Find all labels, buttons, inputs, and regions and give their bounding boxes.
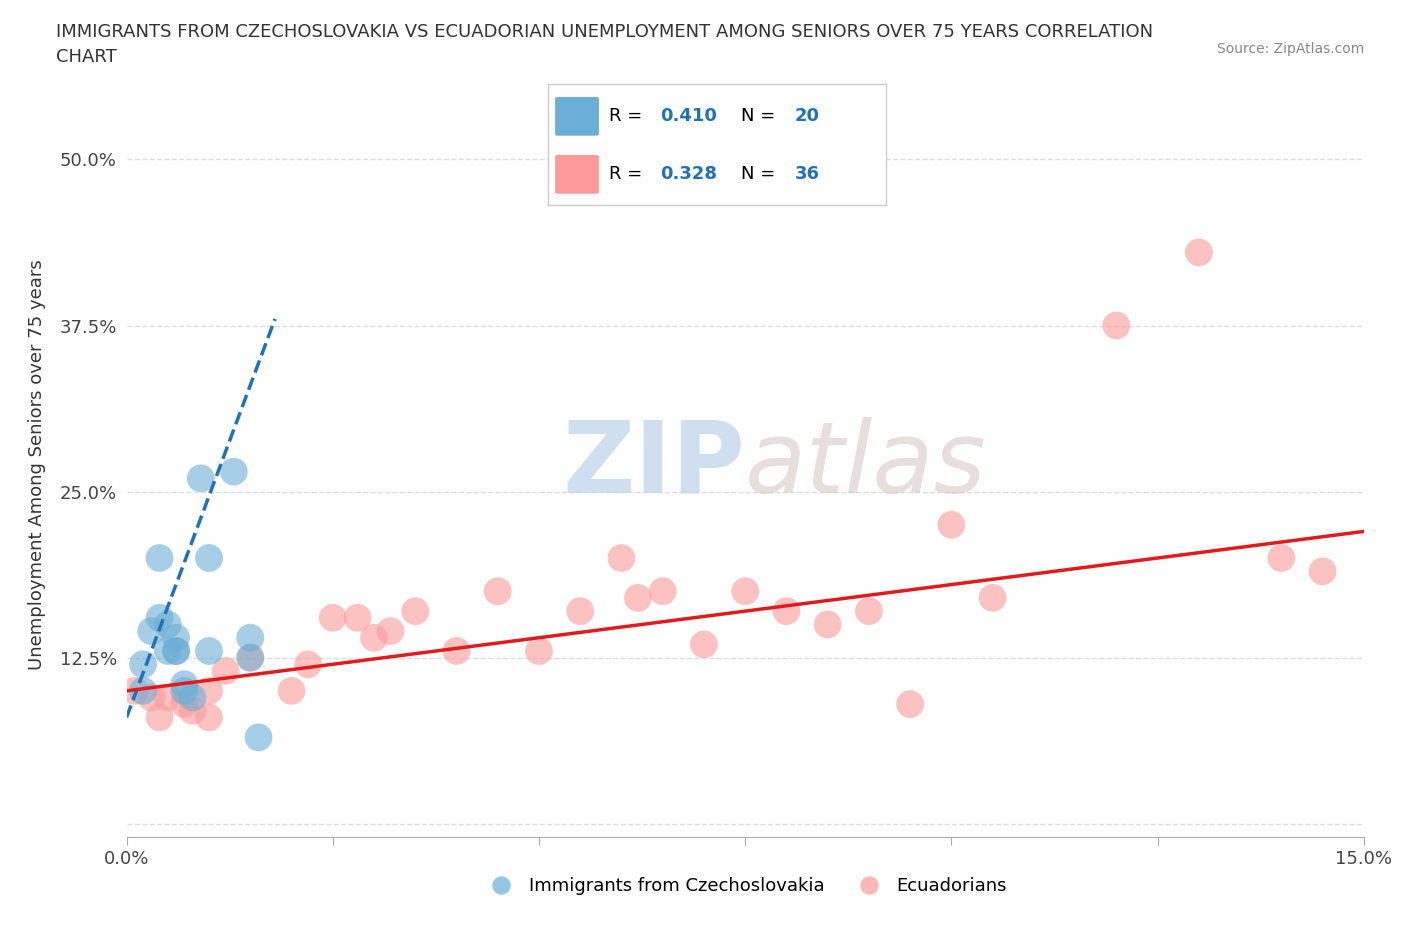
Point [363,631,385,645]
Point [181,703,204,718]
Point [346,610,368,625]
Point [198,710,221,724]
Text: atlas: atlas [745,417,987,513]
Point [734,584,756,599]
Point [486,584,509,599]
Point [156,690,179,705]
Point [1188,245,1211,259]
Text: 20: 20 [794,107,820,126]
Point [165,631,187,645]
Point [297,657,319,671]
Point [651,584,673,599]
Point [214,663,236,678]
Point [380,624,402,639]
Point [165,644,187,658]
Point [132,684,155,698]
Point [190,471,212,485]
Point [817,617,839,631]
Text: 0.410: 0.410 [659,107,717,126]
Point [198,551,221,565]
Point [941,517,963,532]
Text: R =: R = [609,166,648,183]
Text: CHART: CHART [56,48,117,66]
Point [198,644,221,658]
Point [124,684,146,698]
Point [173,684,195,698]
Point [1105,318,1128,333]
Point [858,604,880,618]
Text: N =: N = [741,107,780,126]
Text: N =: N = [741,166,780,183]
Text: 36: 36 [794,166,820,183]
Point [1270,551,1292,565]
Legend: Immigrants from Czechoslovakia, Ecuadorians: Immigrants from Czechoslovakia, Ecuadori… [477,870,1014,902]
Point [247,730,270,745]
Point [141,624,163,639]
Text: R =: R = [609,107,648,126]
Text: ZIP: ZIP [562,417,745,513]
Point [239,650,262,665]
Text: IMMIGRANTS FROM CZECHOSLOVAKIA VS ECUADORIAN UNEMPLOYMENT AMONG SENIORS OVER 75 : IMMIGRANTS FROM CZECHOSLOVAKIA VS ECUADO… [56,23,1153,41]
Point [322,610,344,625]
Point [610,551,633,565]
Point [198,684,221,698]
Point [141,690,163,705]
Point [404,604,426,618]
FancyBboxPatch shape [555,97,599,136]
Point [569,604,592,618]
Point [280,684,302,698]
Point [239,631,262,645]
Point [156,617,179,631]
Y-axis label: Unemployment Among Seniors over 75 years: Unemployment Among Seniors over 75 years [28,259,45,671]
Point [148,710,170,724]
Point [898,697,921,711]
Text: 0.328: 0.328 [659,166,717,183]
Point [148,610,170,625]
Point [239,650,262,665]
Point [173,677,195,692]
FancyBboxPatch shape [555,155,599,193]
Point [627,591,650,605]
Point [1312,564,1334,578]
Point [527,644,550,658]
Point [981,591,1004,605]
Point [775,604,797,618]
Point [165,644,187,658]
Point [222,464,245,479]
Point [148,551,170,565]
Point [132,657,155,671]
Point [446,644,468,658]
Point [693,637,716,652]
Text: Source: ZipAtlas.com: Source: ZipAtlas.com [1216,42,1364,56]
Point [173,697,195,711]
Point [156,644,179,658]
Point [181,690,204,705]
